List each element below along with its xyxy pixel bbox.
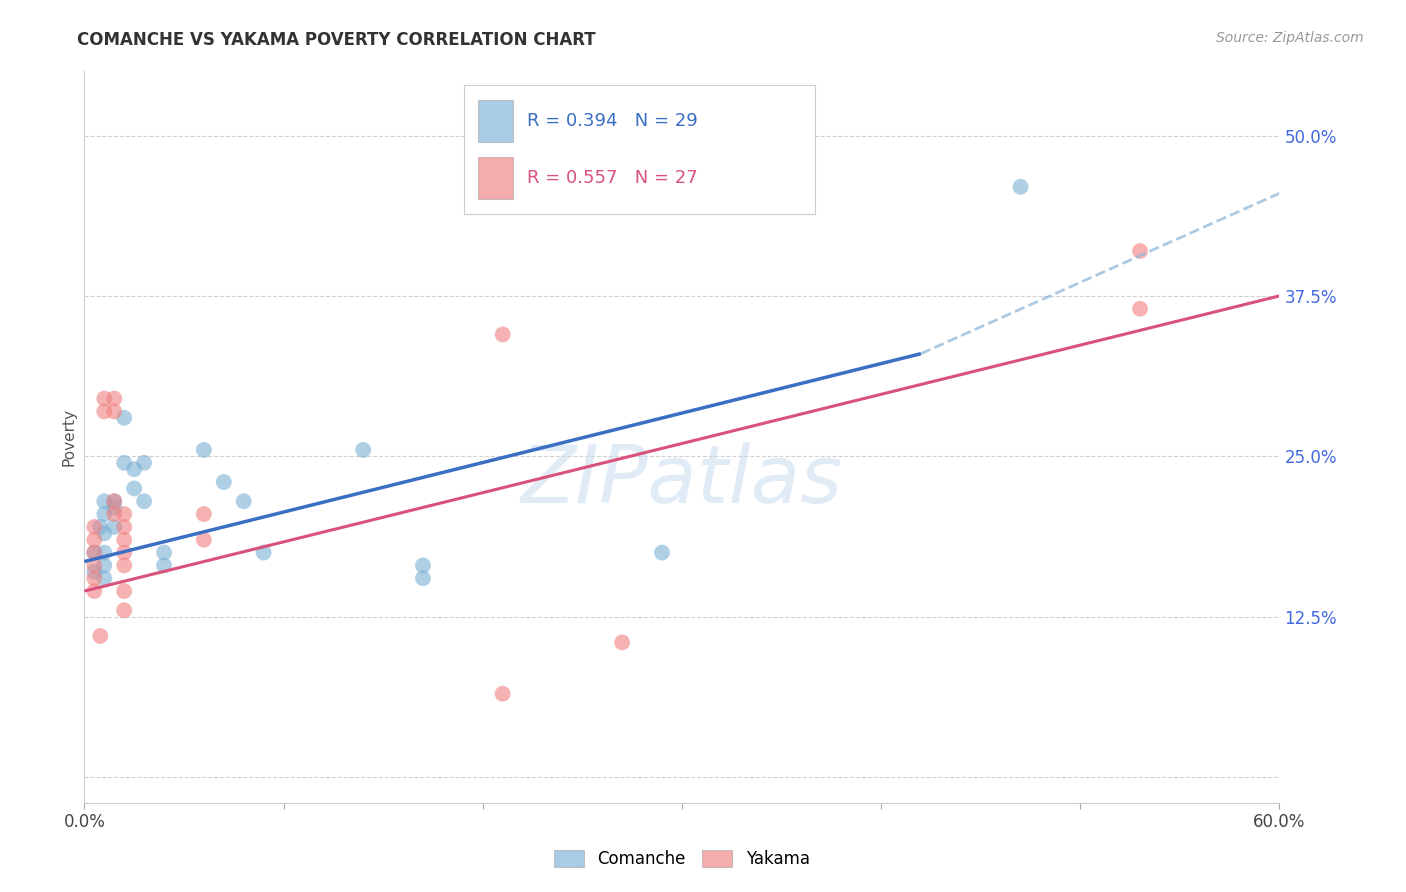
Point [1129,244,1152,258]
Point [193,442,215,457]
Text: Source: ZipAtlas.com: Source: ZipAtlas.com [1216,31,1364,45]
Text: R = 0.557   N = 27: R = 0.557 N = 27 [527,169,697,186]
Point [412,558,434,573]
Point [103,404,125,418]
Point [93,571,115,585]
Text: R = 0.394   N = 29: R = 0.394 N = 29 [527,112,697,130]
Point [93,494,115,508]
Point [83,520,105,534]
Point [83,545,105,559]
Point [89,520,111,534]
Point [103,500,125,515]
Point [93,545,115,559]
Point [352,442,374,457]
Point [651,545,673,559]
Y-axis label: Poverty: Poverty [60,408,76,467]
Point [103,507,125,521]
Point [93,526,115,541]
Point [132,456,156,470]
Point [153,558,176,573]
Point [112,533,135,547]
Point [153,545,176,559]
Point [492,687,515,701]
Point [492,327,515,342]
Point [83,558,105,573]
FancyBboxPatch shape [478,157,513,199]
Point [112,584,135,599]
Point [89,629,111,643]
Point [232,494,254,508]
Point [112,507,135,521]
Point [253,545,276,559]
Point [112,456,135,470]
Point [1129,301,1152,316]
Text: ZIPatlas: ZIPatlas [520,442,844,520]
Point [93,507,115,521]
Point [103,392,125,406]
Point [103,494,125,508]
Point [83,571,105,585]
Point [93,558,115,573]
Point [112,545,135,559]
Point [103,494,125,508]
Point [83,545,105,559]
Point [93,392,115,406]
Point [193,507,215,521]
Point [83,533,105,547]
Legend: Comanche, Yakama: Comanche, Yakama [547,844,817,875]
Point [1010,179,1032,194]
Point [132,494,156,508]
Point [83,565,105,579]
Point [112,558,135,573]
FancyBboxPatch shape [478,100,513,142]
Point [103,520,125,534]
Point [122,462,145,476]
Point [112,520,135,534]
Point [112,603,135,617]
Point [212,475,235,489]
Point [83,584,105,599]
Point [122,482,145,496]
Point [193,533,215,547]
Text: COMANCHE VS YAKAMA POVERTY CORRELATION CHART: COMANCHE VS YAKAMA POVERTY CORRELATION C… [77,31,596,49]
Point [612,635,634,649]
Point [93,404,115,418]
Point [112,410,135,425]
Point [412,571,434,585]
